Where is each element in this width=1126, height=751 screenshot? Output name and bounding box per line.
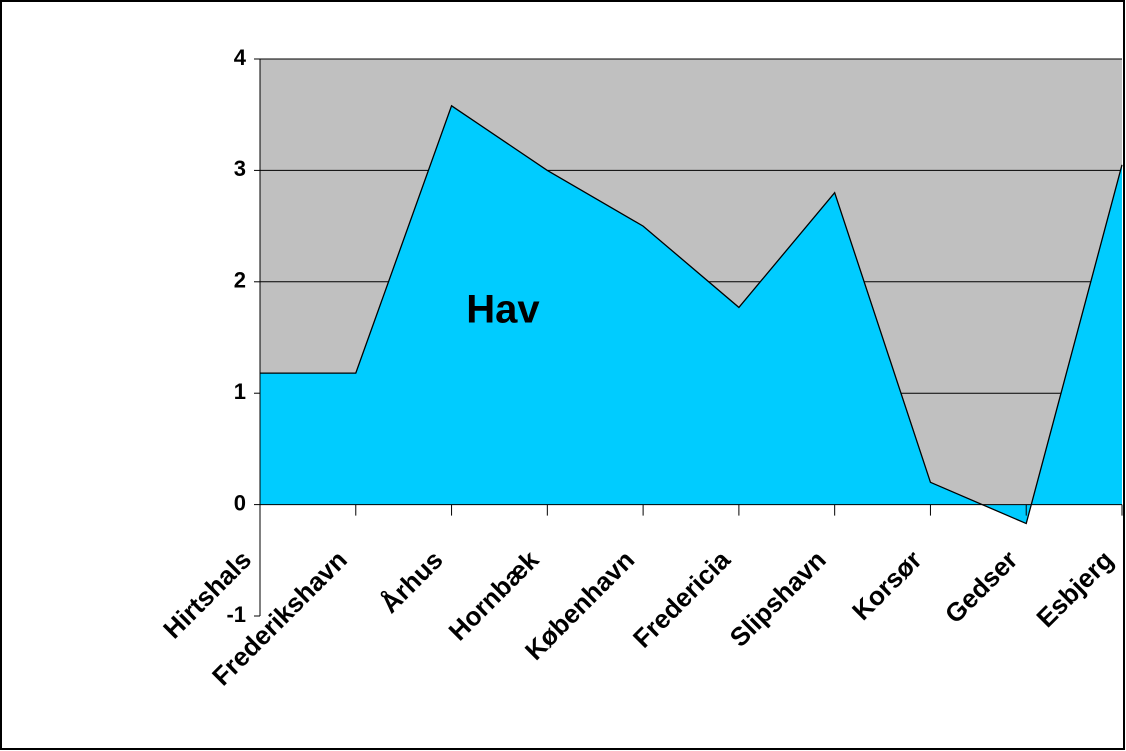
- y-tick-label: 3: [234, 156, 246, 181]
- annotation: Hav: [466, 288, 540, 332]
- area-line: [260, 104, 1123, 525]
- y-tick-label: -1: [226, 602, 246, 627]
- y-tick-label: 2: [234, 268, 246, 293]
- area: [260, 105, 1122, 524]
- y-tick-label: 1: [234, 379, 246, 404]
- y-tick-label: 0: [234, 490, 246, 515]
- y-tick-label: 4: [234, 45, 247, 70]
